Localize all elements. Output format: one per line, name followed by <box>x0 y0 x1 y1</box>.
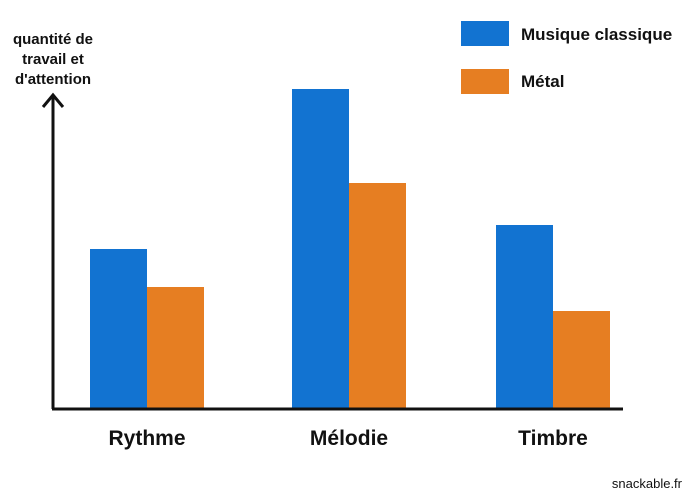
bar-melodie-series-0 <box>292 89 349 409</box>
x-tick-labels: Rythme Mélodie Timbre <box>108 427 587 450</box>
legend: Musique classique Métal <box>461 21 672 94</box>
bar-rythme-series-0 <box>90 249 147 409</box>
legend-label-musique-classique: Musique classique <box>521 25 672 44</box>
y-axis-label: quantité de travail et d'attention <box>13 31 93 88</box>
bar-timbre-series-1 <box>553 311 610 409</box>
y-axis-label-line: d'attention <box>15 71 91 88</box>
x-tick-label: Mélodie <box>310 427 388 450</box>
legend-swatch-metal <box>461 69 509 94</box>
bar-melodie-series-1 <box>349 183 406 409</box>
x-tick-label: Rythme <box>108 427 185 450</box>
y-axis-label-line: travail et <box>22 51 84 68</box>
bar-timbre-series-0 <box>496 225 553 409</box>
legend-label-metal: Métal <box>521 72 564 91</box>
x-tick-label: Timbre <box>518 427 588 450</box>
legend-swatch-musique-classique <box>461 21 509 46</box>
y-axis-label-line: quantité de <box>13 31 93 48</box>
watermark: snackable.fr <box>612 476 683 491</box>
bars-group <box>90 89 610 409</box>
bar-rythme-series-1 <box>147 287 204 409</box>
y-axis-arrowhead <box>41 92 65 108</box>
